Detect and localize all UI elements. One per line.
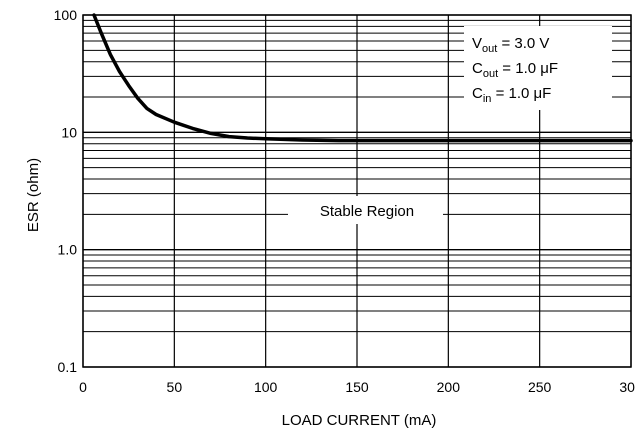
- condition-label: Cin = 1.0 μF: [472, 85, 551, 105]
- stable-region-label: Stable Region: [320, 203, 414, 220]
- y-tick-label: 10: [61, 124, 77, 140]
- plot-frame: [82, 14, 632, 368]
- esr-curve: [92, 13, 633, 143]
- x-tick-label: 200: [437, 379, 461, 395]
- tick-labels: 0 50 100 150 200 250 300 0.1 1.0 10 100: [54, 7, 635, 395]
- x-tick-label: 250: [528, 379, 552, 395]
- y-tick-label: 0.1: [58, 359, 78, 375]
- x-tick-label: 150: [345, 379, 369, 395]
- x-tick-label: 100: [254, 379, 278, 395]
- condition-label: Vout = 3.0 V: [472, 35, 549, 55]
- stable-region-bg: [288, 196, 443, 224]
- x-tick-label: 0: [79, 379, 87, 395]
- condition-label: Cout = 1.0 μF: [472, 60, 558, 80]
- annotations: Stable Region Vout = 3.0 V Cout = 1.0 μF Ci…: [288, 26, 612, 224]
- y-tick-label: 1.0: [58, 242, 78, 258]
- x-axis-title: LOAD CURRENT (mA): [282, 412, 437, 429]
- x-tick-label: 50: [167, 379, 183, 395]
- y-tick-label: 100: [54, 7, 78, 23]
- y-axis-title: ESR (ohm): [25, 158, 42, 232]
- x-tick-label: 300: [619, 379, 635, 395]
- conditions-bg: [464, 26, 612, 110]
